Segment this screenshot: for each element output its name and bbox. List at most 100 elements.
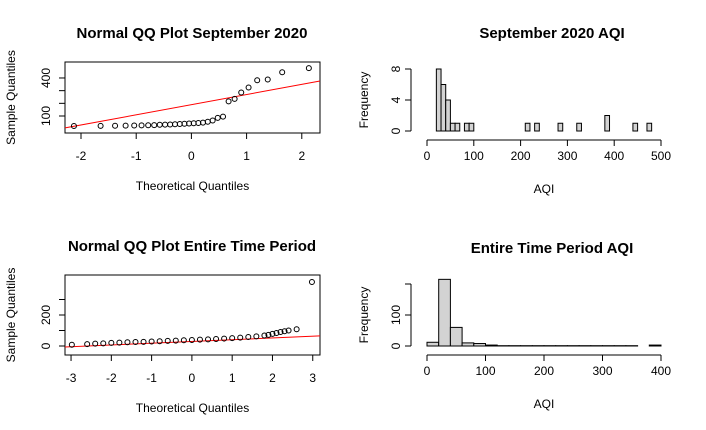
qq-point xyxy=(108,339,115,346)
reference-line xyxy=(64,335,321,348)
bar xyxy=(632,122,639,132)
bar xyxy=(524,122,531,132)
x-axis-label: Theoretical Quantiles xyxy=(136,179,249,193)
x-tick-label: 0 xyxy=(189,371,196,385)
qq-point xyxy=(68,341,75,348)
qq-point xyxy=(97,122,104,129)
x-axis-label: AQI xyxy=(534,182,555,196)
y-tick-label: 100 xyxy=(389,305,403,325)
qq-point xyxy=(238,89,245,96)
chart-title: Entire Time Period AQI xyxy=(471,240,634,257)
x-axis-label: Theoretical Quantiles xyxy=(136,401,249,415)
y-tick-label: 0 xyxy=(389,342,403,349)
qq-point xyxy=(164,337,171,344)
qq-point xyxy=(70,123,77,130)
x-tick-label: 1 xyxy=(243,149,250,163)
qq-point xyxy=(196,336,203,343)
bar xyxy=(648,344,662,347)
qq-point xyxy=(225,98,232,105)
qq-point xyxy=(100,340,107,347)
qq-point xyxy=(213,336,220,343)
y-tick-label: 4 xyxy=(389,96,403,103)
chart-title: Normal QQ Plot September 2020 xyxy=(77,25,308,42)
qq-point xyxy=(116,339,123,346)
x-tick-label: 400 xyxy=(651,364,671,378)
qq-point xyxy=(131,122,138,129)
x-tick-label: 1 xyxy=(229,371,236,385)
qq-point xyxy=(188,336,195,343)
qq-point xyxy=(124,339,131,346)
chart-title: September 2020 AQI xyxy=(479,25,624,42)
qq-point xyxy=(221,335,228,342)
reference-line xyxy=(64,80,321,129)
qq-point xyxy=(254,77,261,84)
bar xyxy=(461,342,475,347)
qq-point xyxy=(214,114,221,121)
y-tick-label: 0 xyxy=(389,127,403,134)
qq-point xyxy=(305,65,312,72)
y-tick-label: 100 xyxy=(39,106,53,126)
qq-point xyxy=(279,69,286,76)
qq-point xyxy=(261,332,268,339)
bar xyxy=(438,278,451,347)
x-tick-label: -1 xyxy=(146,371,157,385)
y-tick-label: 400 xyxy=(39,68,53,88)
qq-point xyxy=(162,121,169,128)
bar xyxy=(557,122,564,132)
qq-point xyxy=(151,122,158,129)
qq-point xyxy=(281,328,288,335)
qq-point xyxy=(220,113,227,120)
y-axis-label: Frequency xyxy=(357,72,371,129)
x-tick-label: 200 xyxy=(534,364,554,378)
qq-point xyxy=(273,329,280,336)
x-tick-label: -2 xyxy=(76,149,87,163)
bar xyxy=(440,84,447,132)
qq-point xyxy=(237,334,244,341)
bar xyxy=(534,122,540,132)
qq-point xyxy=(205,336,212,343)
x-tick-label: 500 xyxy=(651,149,671,163)
x-tick-label: 100 xyxy=(464,149,484,163)
bar xyxy=(454,122,461,132)
y-axis-label: Frequency xyxy=(357,287,371,344)
qq-point xyxy=(156,121,163,128)
y-tick-label: 0 xyxy=(39,342,53,349)
bar xyxy=(604,115,611,132)
x-tick-label: 0 xyxy=(424,149,431,163)
qq-point xyxy=(245,334,252,341)
qq-point xyxy=(180,337,187,344)
bar xyxy=(435,68,442,132)
qq-point xyxy=(84,341,91,348)
bar xyxy=(463,122,470,132)
qq-point xyxy=(293,326,300,333)
x-tick-label: 2 xyxy=(269,371,276,385)
bar xyxy=(449,326,463,347)
qq-point xyxy=(92,340,99,347)
qq-point xyxy=(209,117,216,124)
bar xyxy=(576,122,582,132)
bar xyxy=(449,122,456,132)
qq-point xyxy=(122,122,129,129)
qq-point xyxy=(285,327,292,334)
x-axis-label: AQI xyxy=(534,397,555,411)
qq-point xyxy=(265,331,272,338)
x-tick-label: 0 xyxy=(188,149,195,163)
bar xyxy=(426,341,440,347)
bar xyxy=(485,344,498,347)
qq-point xyxy=(172,337,179,344)
y-tick-label: 200 xyxy=(39,305,53,325)
qq-point xyxy=(172,121,179,128)
x-tick-label: 300 xyxy=(592,364,612,378)
qq-point xyxy=(167,121,174,128)
qq-point xyxy=(132,338,139,345)
qq-point xyxy=(253,333,260,340)
x-tick-label: 0 xyxy=(424,364,431,378)
x-tick-label: 400 xyxy=(604,149,624,163)
qq-point xyxy=(145,122,152,129)
y-tick-label: 8 xyxy=(389,65,403,72)
qq-point xyxy=(245,84,252,91)
bar xyxy=(473,343,486,347)
qq-point xyxy=(229,335,236,342)
x-tick-label: 100 xyxy=(475,364,495,378)
